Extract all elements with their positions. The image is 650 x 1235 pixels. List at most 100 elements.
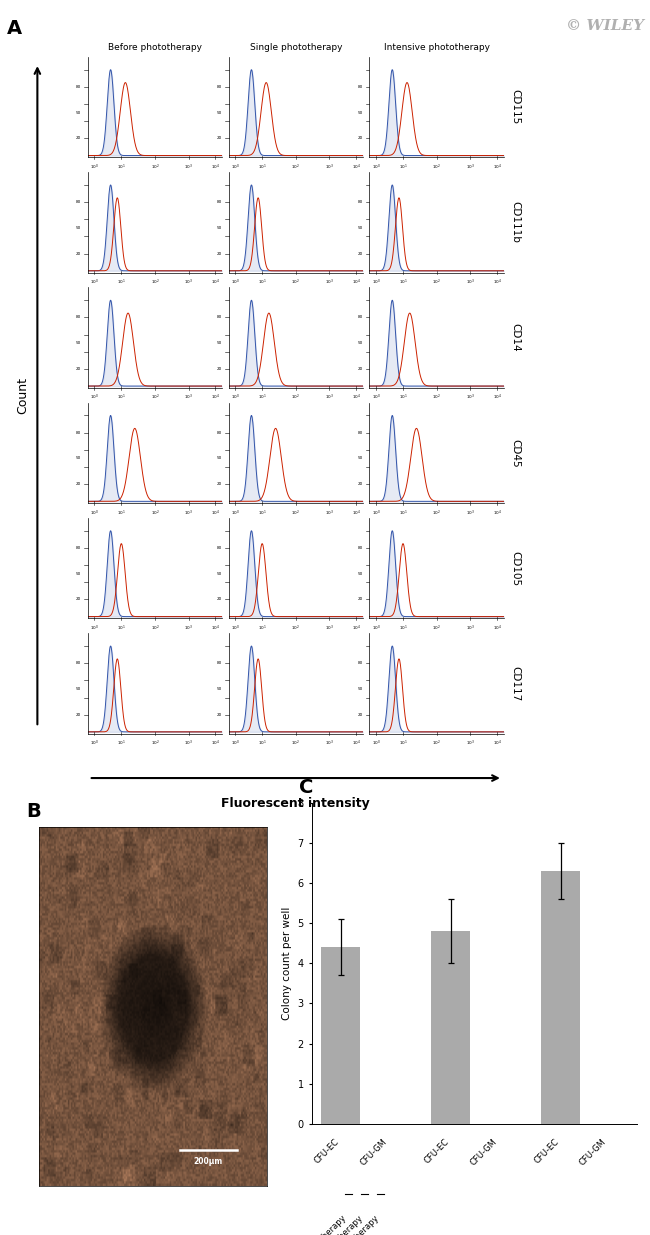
- Text: $10^0$: $10^0$: [90, 393, 99, 403]
- Text: $10^4$: $10^4$: [211, 739, 220, 748]
- Text: $10^4$: $10^4$: [352, 624, 361, 632]
- Text: $10^1$: $10^1$: [117, 278, 126, 287]
- Text: 80: 80: [358, 315, 363, 320]
- Text: $10^1$: $10^1$: [117, 509, 126, 517]
- Text: 80: 80: [76, 85, 81, 89]
- Text: $10^1$: $10^1$: [117, 739, 126, 748]
- Text: $10^1$: $10^1$: [257, 163, 266, 172]
- Text: $10^3$: $10^3$: [465, 278, 474, 287]
- Text: CD14: CD14: [510, 324, 520, 352]
- Text: $10^4$: $10^4$: [493, 509, 502, 517]
- Text: $10^1$: $10^1$: [257, 278, 266, 287]
- Text: 20: 20: [216, 136, 222, 141]
- Text: $10^2$: $10^2$: [432, 163, 441, 172]
- Text: $10^1$: $10^1$: [398, 624, 408, 632]
- Text: CFU-GM: CFU-GM: [578, 1136, 608, 1167]
- Text: $10^1$: $10^1$: [257, 739, 266, 748]
- Text: 80: 80: [358, 431, 363, 435]
- Text: © WILEY: © WILEY: [566, 19, 644, 32]
- Text: $10^1$: $10^1$: [117, 163, 126, 172]
- Text: $10^1$: $10^1$: [398, 393, 408, 403]
- Text: 80: 80: [358, 546, 363, 550]
- Text: 80: 80: [76, 431, 81, 435]
- Text: $10^1$: $10^1$: [398, 163, 408, 172]
- Text: $10^2$: $10^2$: [151, 393, 159, 403]
- Text: $10^4$: $10^4$: [352, 163, 361, 172]
- Text: $10^3$: $10^3$: [184, 624, 193, 632]
- Text: $10^0$: $10^0$: [372, 393, 381, 403]
- Bar: [431, 931, 470, 1124]
- Text: $10^2$: $10^2$: [151, 509, 159, 517]
- Text: 50: 50: [216, 226, 222, 230]
- Text: 50: 50: [76, 572, 81, 576]
- Text: $10^0$: $10^0$: [231, 509, 240, 517]
- Text: 20: 20: [216, 367, 222, 370]
- Text: $10^4$: $10^4$: [211, 393, 220, 403]
- Text: Fluorescent intensity: Fluorescent intensity: [222, 797, 370, 810]
- Text: $10^2$: $10^2$: [151, 624, 159, 632]
- Text: $10^4$: $10^4$: [493, 393, 502, 403]
- Text: 20: 20: [358, 367, 363, 370]
- Text: $10^3$: $10^3$: [184, 278, 193, 287]
- Text: B: B: [26, 803, 41, 821]
- Text: 50: 50: [358, 341, 363, 345]
- Text: Single phototherapy: Single phototherapy: [250, 43, 342, 52]
- Text: $10^4$: $10^4$: [352, 739, 361, 748]
- Text: $10^0$: $10^0$: [372, 509, 381, 517]
- Text: $10^4$: $10^4$: [493, 278, 502, 287]
- Text: 50: 50: [358, 572, 363, 576]
- Text: CD111b: CD111b: [510, 201, 520, 243]
- Text: 50: 50: [358, 457, 363, 461]
- Text: $10^4$: $10^4$: [493, 163, 502, 172]
- Text: Count: Count: [16, 377, 29, 414]
- Text: CD117: CD117: [510, 666, 520, 701]
- Text: $10^0$: $10^0$: [90, 509, 99, 517]
- Text: $10^3$: $10^3$: [325, 509, 334, 517]
- Text: $10^4$: $10^4$: [211, 624, 220, 632]
- Text: $10^3$: $10^3$: [184, 509, 193, 517]
- Text: 80: 80: [216, 200, 222, 204]
- Text: 20: 20: [76, 713, 81, 716]
- Text: $10^2$: $10^2$: [432, 278, 441, 287]
- Text: 20: 20: [76, 367, 81, 370]
- Bar: [321, 947, 360, 1124]
- Text: $10^4$: $10^4$: [352, 278, 361, 287]
- Text: $10^2$: $10^2$: [432, 739, 441, 748]
- Text: $10^0$: $10^0$: [231, 163, 240, 172]
- Text: 50: 50: [76, 687, 81, 690]
- Text: $10^2$: $10^2$: [432, 393, 441, 403]
- Text: 20: 20: [216, 598, 222, 601]
- Text: 20: 20: [358, 713, 363, 716]
- Text: $10^0$: $10^0$: [231, 624, 240, 632]
- Text: $10^0$: $10^0$: [90, 278, 99, 287]
- Text: 80: 80: [76, 661, 81, 666]
- Text: $10^4$: $10^4$: [211, 163, 220, 172]
- Text: $10^1$: $10^1$: [398, 739, 408, 748]
- Text: 80: 80: [358, 661, 363, 666]
- Text: $10^0$: $10^0$: [231, 278, 240, 287]
- Text: $10^3$: $10^3$: [465, 393, 474, 403]
- Text: 50: 50: [216, 111, 222, 115]
- Text: $10^2$: $10^2$: [291, 393, 300, 403]
- Text: 20: 20: [358, 598, 363, 601]
- Text: $10^0$: $10^0$: [372, 278, 381, 287]
- Text: $10^4$: $10^4$: [211, 509, 220, 517]
- Text: Single phototherapy: Single phototherapy: [298, 1214, 365, 1235]
- Text: $10^1$: $10^1$: [117, 393, 126, 403]
- Text: CFU-EC: CFU-EC: [422, 1136, 450, 1165]
- Text: $10^4$: $10^4$: [493, 624, 502, 632]
- Text: $10^3$: $10^3$: [184, 393, 193, 403]
- Text: CFU-EC: CFU-EC: [532, 1136, 560, 1165]
- Text: $10^2$: $10^2$: [291, 739, 300, 748]
- Text: 200μm: 200μm: [194, 1157, 223, 1166]
- Text: 50: 50: [358, 226, 363, 230]
- Text: 50: 50: [76, 457, 81, 461]
- Text: $10^3$: $10^3$: [325, 393, 334, 403]
- Text: 20: 20: [76, 482, 81, 487]
- Text: $10^1$: $10^1$: [257, 509, 266, 517]
- Text: CD45: CD45: [510, 438, 520, 467]
- Text: 20: 20: [358, 482, 363, 487]
- Text: Before phototherapy: Before phototherapy: [108, 43, 202, 52]
- Text: $10^2$: $10^2$: [291, 509, 300, 517]
- Text: 20: 20: [76, 136, 81, 141]
